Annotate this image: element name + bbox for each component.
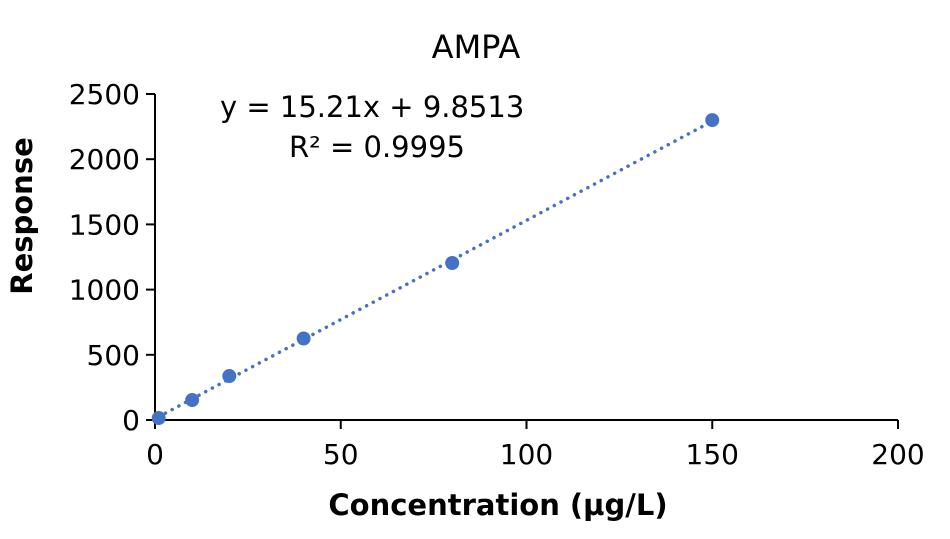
data-point [296, 331, 311, 346]
x-tick-label: 200 [871, 438, 924, 471]
x-tick-label: 0 [146, 438, 164, 471]
trendline-r2: R² = 0.9995 [289, 130, 465, 164]
chart-title: AMPA [432, 28, 521, 66]
y-tick-label: 500 [87, 339, 140, 372]
data-point [445, 255, 460, 270]
data-points [151, 113, 720, 426]
y-tick-label: 1000 [69, 274, 140, 307]
data-point [185, 393, 200, 408]
y-tick-label: 0 [122, 404, 140, 437]
y-tick-label: 2500 [69, 78, 140, 111]
data-point [222, 369, 237, 384]
data-point [705, 113, 720, 128]
x-tick-label: 50 [323, 438, 359, 471]
x-tick-label: 150 [686, 438, 739, 471]
trendline-equation: y = 15.21x + 9.8513 [220, 90, 524, 124]
x-tick-label: 100 [500, 438, 553, 471]
y-axis-label: Response [5, 137, 39, 295]
y-tick-label: 1500 [69, 208, 140, 241]
trendline [156, 119, 714, 419]
data-point [151, 411, 166, 426]
y-tick-label: 2000 [69, 143, 140, 176]
x-axis-label: Concentration (µg/L) [328, 488, 667, 522]
trendline-line [156, 119, 714, 419]
